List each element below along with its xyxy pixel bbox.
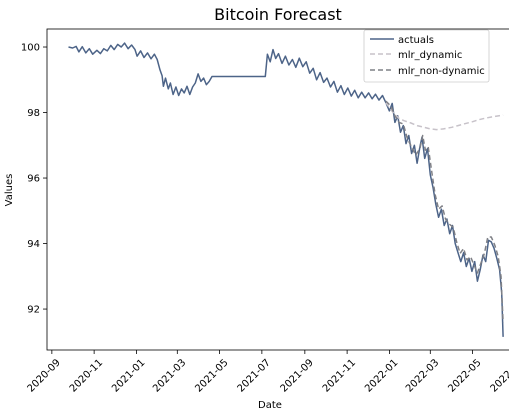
x-tick-label: 2020-11 bbox=[68, 357, 105, 394]
x-axis-label: Date bbox=[258, 400, 282, 411]
y-axis-label: Values bbox=[4, 174, 15, 207]
x-tick-label: 2021-03 bbox=[151, 357, 188, 394]
y-tick-label: 94 bbox=[27, 239, 40, 250]
legend-label-mlr-non-dynamic: mlr_non-dynamic bbox=[398, 66, 485, 77]
series-line-mlr-dynamic bbox=[385, 102, 504, 131]
x-tick-label: 2021-07 bbox=[236, 357, 273, 394]
x-tick-label: 2022-07 bbox=[489, 357, 509, 394]
y-tick-label: 92 bbox=[27, 305, 40, 316]
x-axis-ticks: 2020-09 2020-11 2021-01 2021-03 2021-05 2021-… bbox=[26, 350, 509, 395]
y-axis-ticks: 92 94 96 98 100 bbox=[21, 43, 47, 316]
legend-label-actuals: actuals bbox=[398, 35, 434, 46]
y-tick-label: 96 bbox=[27, 174, 40, 185]
x-tick-label: 2021-01 bbox=[110, 357, 147, 394]
legend: actuals mlr_dynamic mlr_non-dynamic bbox=[363, 29, 490, 83]
chart-title: Bitcoin Forecast bbox=[214, 5, 342, 24]
x-tick-label: 2021-11 bbox=[321, 357, 358, 394]
plot-frame bbox=[46, 28, 509, 351]
x-tick-label: 2020-09 bbox=[26, 357, 63, 394]
series-line-mlr-non-dynamic bbox=[385, 100, 504, 323]
x-tick-label: 2021-05 bbox=[193, 357, 230, 394]
x-tick-label: 2022-01 bbox=[363, 357, 400, 394]
series-layer bbox=[68, 42, 504, 337]
x-tick-label: 2022-03 bbox=[404, 357, 441, 394]
legend-label-mlr-dynamic: mlr_dynamic bbox=[398, 50, 462, 61]
y-tick-label: 100 bbox=[21, 43, 40, 54]
x-tick-label: 2022-05 bbox=[446, 357, 483, 394]
x-tick-label: 2021-09 bbox=[279, 357, 316, 394]
legend-frame bbox=[363, 29, 490, 83]
series-line-actuals bbox=[68, 42, 504, 337]
y-tick-label: 98 bbox=[27, 108, 40, 119]
